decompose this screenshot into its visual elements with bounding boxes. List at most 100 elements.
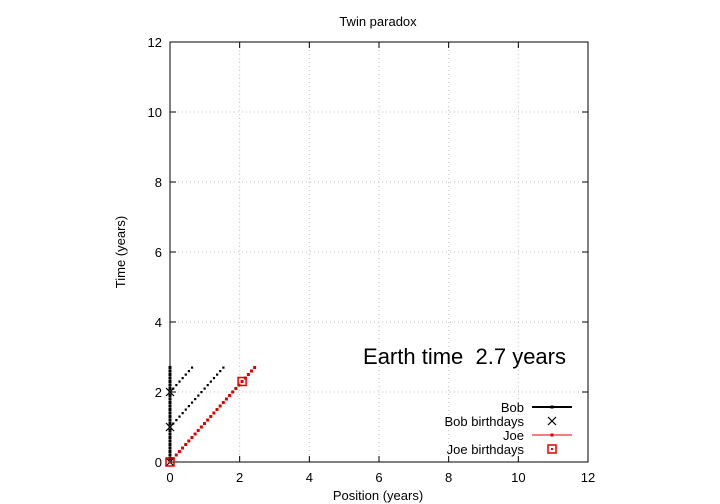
x-axis-label: Position (years) bbox=[333, 488, 423, 503]
legend-label: Bob birthdays bbox=[445, 414, 525, 429]
data-point bbox=[168, 366, 172, 369]
data-point bbox=[168, 404, 172, 408]
data-point bbox=[175, 384, 178, 387]
legend-item: Bob birthdays bbox=[445, 414, 557, 429]
data-point bbox=[187, 370, 191, 373]
x-tick-label: 12 bbox=[581, 470, 595, 485]
data-point bbox=[187, 439, 191, 443]
legend-marker bbox=[547, 416, 557, 426]
data-layer bbox=[165, 366, 257, 467]
data-point bbox=[234, 387, 238, 390]
data-point bbox=[168, 439, 172, 443]
data-point bbox=[168, 432, 172, 436]
data-point bbox=[168, 408, 172, 411]
y-tick-label: 8 bbox=[155, 175, 162, 190]
earth-time-annotation: Earth time 2.7 years bbox=[363, 344, 566, 369]
data-point bbox=[190, 401, 194, 404]
data-point bbox=[168, 401, 172, 404]
series-light-signal-4 bbox=[169, 366, 225, 429]
cross-stroke bbox=[165, 422, 175, 432]
legend-marker-center bbox=[551, 448, 553, 450]
x-tick-label: 2 bbox=[236, 470, 243, 485]
legend-label: Joe birthdays bbox=[447, 442, 525, 457]
legend-label: Bob bbox=[501, 400, 524, 415]
data-point bbox=[216, 373, 219, 376]
data-point bbox=[181, 412, 184, 415]
data-point bbox=[190, 366, 194, 369]
data-point bbox=[194, 398, 197, 401]
data-point bbox=[187, 405, 191, 408]
data-point bbox=[202, 422, 206, 425]
legend-item: Joe bbox=[503, 428, 572, 443]
data-point-center bbox=[241, 380, 244, 383]
data-point bbox=[168, 376, 172, 380]
data-point bbox=[190, 436, 194, 439]
x-tick-label: 10 bbox=[511, 470, 525, 485]
data-point bbox=[221, 401, 225, 404]
data-point bbox=[165, 387, 175, 397]
data-point bbox=[246, 373, 250, 376]
data-point bbox=[174, 453, 178, 457]
data-point bbox=[184, 373, 187, 376]
y-tick-label: 0 bbox=[155, 455, 162, 470]
data-point bbox=[231, 390, 235, 394]
data-point bbox=[168, 411, 172, 415]
data-point bbox=[168, 387, 172, 390]
data-point bbox=[175, 419, 178, 422]
data-point bbox=[168, 415, 172, 418]
legend-item: Joe birthdays bbox=[447, 442, 557, 457]
series-joe-birthdays bbox=[165, 376, 247, 467]
data-point bbox=[181, 377, 184, 380]
data-point bbox=[212, 411, 216, 415]
x-tick-label: 4 bbox=[306, 470, 313, 485]
legend-label: Joe bbox=[503, 428, 524, 443]
data-point bbox=[181, 446, 185, 450]
data-point bbox=[168, 450, 172, 453]
chart-title: Twin paradox bbox=[339, 14, 417, 29]
data-point bbox=[168, 418, 172, 422]
data-point bbox=[168, 429, 172, 432]
data-point bbox=[228, 394, 232, 397]
grid bbox=[170, 42, 588, 462]
data-point bbox=[168, 383, 172, 387]
y-tick-label: 2 bbox=[155, 385, 162, 400]
data-point bbox=[165, 457, 175, 467]
y-tick-label: 6 bbox=[155, 245, 162, 260]
data-point bbox=[206, 418, 210, 422]
data-point bbox=[178, 380, 181, 383]
data-point bbox=[165, 422, 175, 432]
legend-marker bbox=[550, 405, 554, 409]
data-point bbox=[168, 394, 172, 397]
data-point bbox=[193, 432, 197, 436]
data-point bbox=[218, 404, 222, 408]
data-point bbox=[237, 376, 247, 387]
data-point bbox=[224, 397, 228, 401]
data-point bbox=[178, 415, 181, 418]
legend-marker bbox=[550, 433, 554, 437]
data-point bbox=[184, 443, 188, 446]
data-point bbox=[253, 366, 257, 369]
data-point bbox=[168, 422, 172, 425]
data-point bbox=[219, 370, 222, 373]
legend-marker bbox=[547, 444, 557, 454]
data-point bbox=[168, 369, 172, 373]
data-point bbox=[177, 450, 181, 453]
data-point bbox=[168, 380, 172, 383]
cross-stroke bbox=[165, 387, 175, 397]
data-point bbox=[203, 387, 206, 390]
data-point bbox=[199, 425, 203, 429]
y-tick-label: 4 bbox=[155, 315, 162, 330]
data-point-center bbox=[169, 461, 171, 463]
data-point bbox=[168, 397, 172, 401]
cross-stroke bbox=[547, 416, 557, 426]
data-point bbox=[184, 408, 187, 411]
data-point bbox=[197, 394, 200, 397]
data-point bbox=[168, 436, 172, 439]
data-point bbox=[196, 429, 200, 432]
data-point bbox=[222, 366, 225, 369]
data-point bbox=[206, 384, 209, 387]
legend-item: Bob bbox=[501, 400, 572, 415]
data-point bbox=[168, 373, 172, 376]
